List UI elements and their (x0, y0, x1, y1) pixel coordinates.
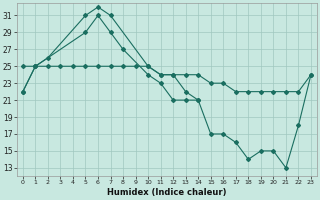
X-axis label: Humidex (Indice chaleur): Humidex (Indice chaleur) (107, 188, 227, 197)
